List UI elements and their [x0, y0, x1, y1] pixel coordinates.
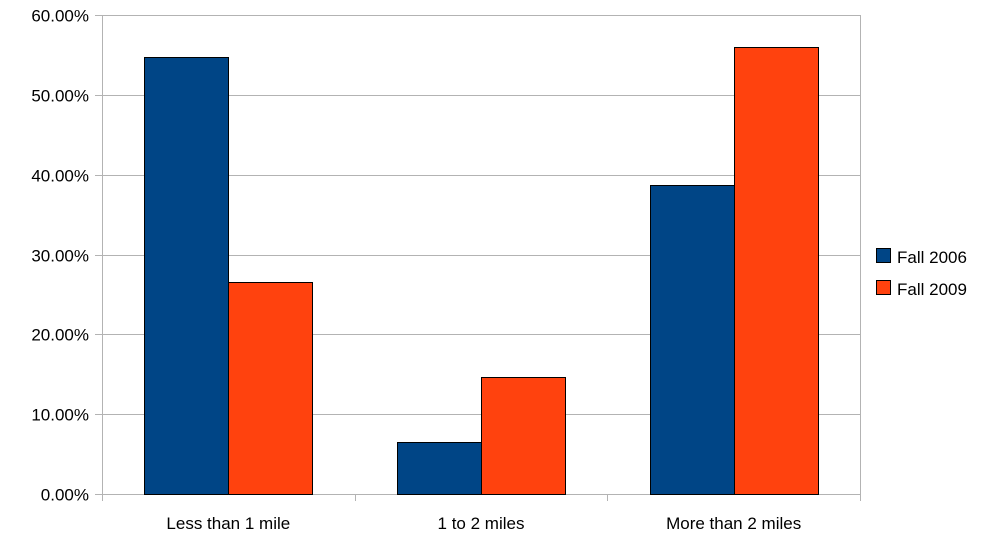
x-tick-label: 1 to 2 miles — [438, 514, 525, 533]
x-tick-label: More than 2 miles — [666, 514, 801, 533]
x-tick-labels: Less than 1 mile 1 to 2 miles More than 2 … — [166, 514, 801, 533]
y-tick-label: 0.00% — [41, 486, 89, 505]
legend-label: Fall 2009 — [897, 280, 967, 299]
bar-fall-2006-2 — [650, 185, 735, 495]
y-tick-label: 50.00% — [31, 87, 89, 106]
bar-fall-2009-0 — [228, 282, 313, 495]
y-tick-labels: 0.00% 10.00% 20.00% 30.00% 40.00% 50.00% 60.00… — [31, 7, 89, 505]
bar-fall-2009-2 — [734, 47, 819, 495]
bar-fall-2009-1 — [481, 377, 566, 495]
y-tick-label: 40.00% — [31, 167, 89, 186]
legend: Fall 2006 Fall 2009 — [876, 248, 967, 299]
bar-fall-2006-1 — [397, 442, 482, 495]
y-tick-label: 30.00% — [31, 247, 89, 266]
y-tick-label: 10.00% — [31, 406, 89, 425]
y-tick-label: 20.00% — [31, 326, 89, 345]
legend-swatch-fall-2009 — [876, 280, 891, 295]
bar-fall-2006-0 — [144, 57, 229, 495]
bars — [144, 47, 819, 495]
legend-swatch-fall-2006 — [876, 248, 891, 263]
y-tick-label: 60.00% — [31, 7, 89, 26]
x-tick-label: Less than 1 mile — [166, 514, 290, 533]
legend-label: Fall 2006 — [897, 248, 967, 267]
